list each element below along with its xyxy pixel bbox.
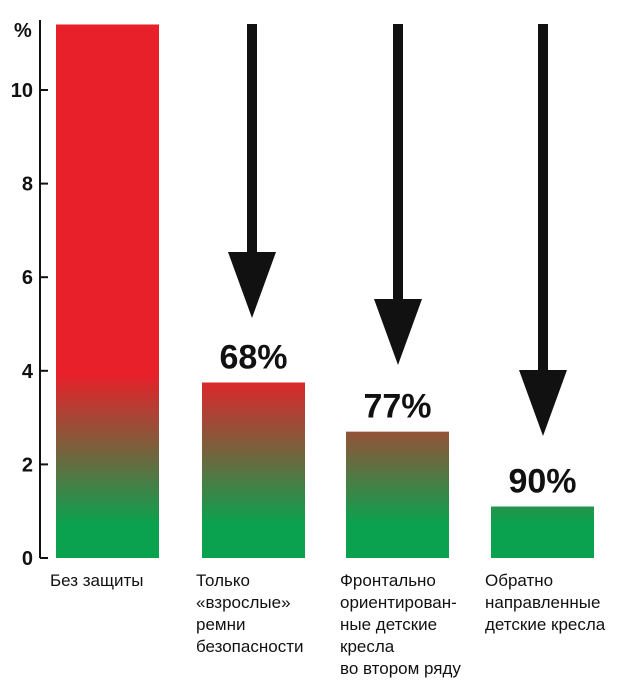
category-label-line: ремни (196, 615, 245, 634)
category-label-line: кресла (340, 637, 395, 656)
category-label-line: Обратно (485, 571, 553, 590)
bar (202, 382, 305, 558)
bar (491, 506, 594, 558)
category-label-line: «взрослые» (196, 593, 291, 612)
category-label: Фронтально ориентирован-ные детские кресла… (340, 571, 461, 678)
category-label-line: Без защиты (50, 571, 144, 590)
down-arrow (228, 24, 276, 318)
category-label: Только «взрослые» ремни безопасности (196, 571, 303, 656)
category-label-line: безопасности (196, 637, 303, 656)
y-tick-label: 2 (22, 454, 33, 476)
category-label-line: во втором ряду (340, 659, 461, 678)
category-label: Без защиты (50, 571, 144, 590)
bar (346, 431, 449, 558)
y-tick-label: 0 (22, 548, 33, 570)
data-label: 90% (508, 463, 576, 501)
category-label-line: ные детские (340, 615, 437, 634)
data-label: 77% (363, 388, 431, 426)
arrows (228, 24, 567, 436)
category-label-line: Только (196, 571, 250, 590)
category-label-line: направленные (485, 593, 600, 612)
down-arrow (519, 24, 567, 436)
y-tick-label: 6 (22, 267, 33, 289)
y-tick-label: 4 (22, 361, 34, 383)
y-axis-unit: % (14, 20, 32, 42)
y-axis-ticks: 0 2 4 6 8 10 (11, 80, 48, 570)
bar (56, 24, 159, 559)
down-arrow (374, 24, 422, 365)
y-tick-label: 8 (22, 174, 33, 196)
data-label: 68% (219, 339, 287, 377)
y-tick-label: 10 (11, 80, 33, 102)
category-label-line: ориентирован- (340, 593, 457, 612)
data-labels: 68% 77% 90% (219, 339, 576, 501)
category-label-line: детские кресла (485, 615, 606, 634)
category-label-line: Фронтально (340, 571, 436, 590)
category-label: Обратно направленные детские кресла (485, 571, 606, 634)
bars (56, 24, 594, 559)
category-labels: Без защиты Только «взрослые» ремни безопасно… (50, 571, 606, 678)
